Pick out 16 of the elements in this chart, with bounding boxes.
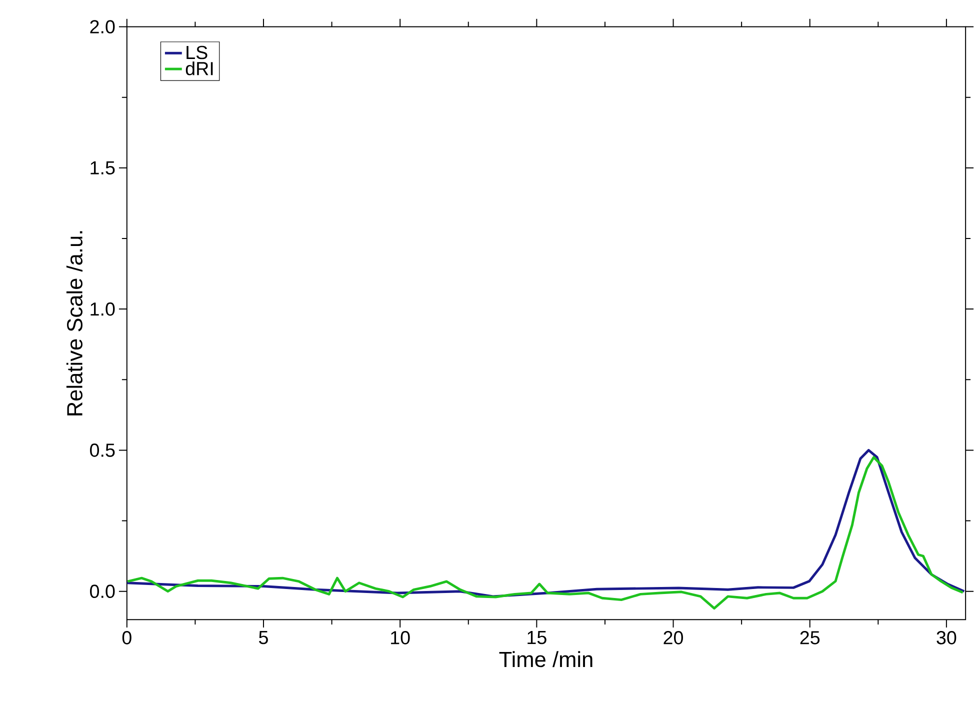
- y-tick-label: 1.0: [90, 302, 115, 316]
- y-tick-label: 0.5: [90, 444, 115, 457]
- x-tick-label: 5: [259, 631, 268, 644]
- y-tick-label: 0.0: [90, 584, 115, 598]
- x-tick-label: 15: [528, 631, 546, 644]
- x-axis-title: Time /min: [499, 651, 592, 668]
- y-axis-title: Relative Scale /a.u.: [66, 231, 82, 416]
- x-tick-label: 30: [936, 631, 956, 644]
- legend-label: dRI: [186, 62, 213, 76]
- x-tick-label: 25: [800, 631, 820, 644]
- y-tick-label: 2.0: [90, 20, 115, 34]
- y-tick-label: 1.5: [90, 161, 115, 175]
- x-tick-label: 10: [391, 631, 410, 644]
- x-tick-label: 0: [122, 631, 132, 644]
- x-tick-label: 20: [664, 631, 683, 644]
- legend-label: LS: [186, 46, 208, 60]
